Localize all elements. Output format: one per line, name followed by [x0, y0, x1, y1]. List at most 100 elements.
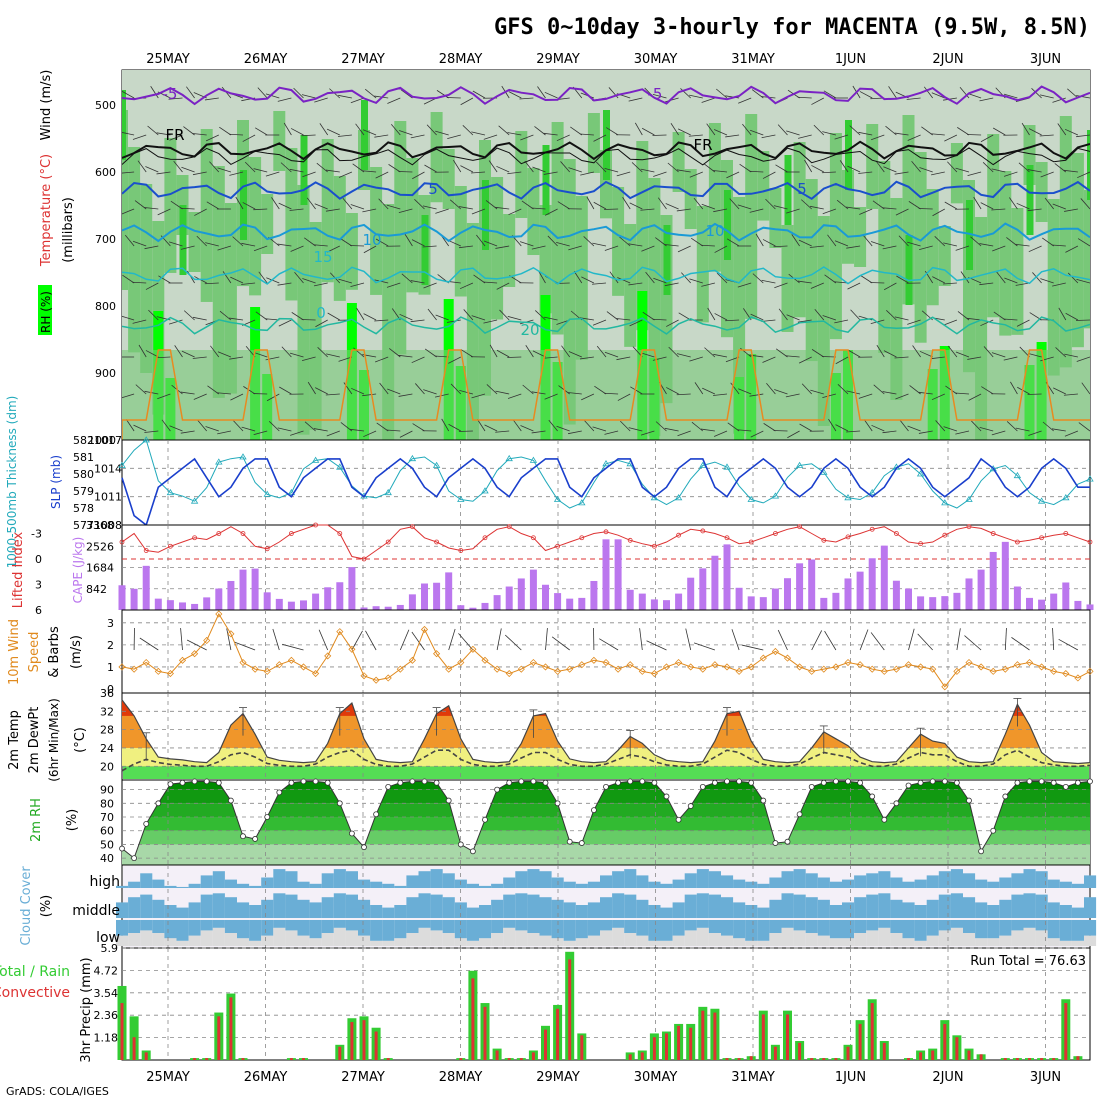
cape-bar	[482, 603, 489, 610]
rh-point	[446, 798, 451, 803]
cloud-bar-middle	[903, 902, 915, 918]
cape-bar	[820, 598, 827, 610]
cloud-bar-high	[709, 871, 721, 888]
cloud-bar-low	[782, 928, 794, 946]
cloud-bar-high	[394, 886, 406, 888]
rh-point	[833, 779, 838, 784]
cloud-bar-low	[540, 936, 552, 946]
rh-strong-streak	[543, 145, 550, 215]
cloud-bar-middle	[624, 895, 636, 918]
rh-point	[664, 794, 669, 799]
rh-point	[132, 856, 137, 861]
rh-point	[458, 842, 463, 847]
cloud-low-gap	[431, 920, 443, 930]
cloud-bar-middle	[334, 893, 346, 918]
thickness-tick-label: 580	[73, 468, 94, 481]
wind-tick-label: 1	[107, 661, 114, 674]
rh-mid-column	[576, 196, 588, 360]
top-date-label: 30MAY	[634, 52, 678, 67]
cape-bar	[336, 582, 343, 610]
rh-point	[870, 794, 875, 799]
rh-mid-column	[552, 122, 564, 335]
rh-point	[591, 808, 596, 813]
cloud-bar-high	[661, 884, 673, 888]
rh-point	[204, 779, 209, 784]
cloud-bar-middle	[612, 893, 624, 918]
cloud-low-gap	[273, 920, 285, 928]
cloud-bar-middle	[152, 900, 164, 918]
cape-bar	[1002, 542, 1009, 610]
cloud-bar-high	[273, 869, 285, 888]
cloud-bar-low	[890, 933, 902, 946]
cloud-bar-high	[782, 871, 794, 888]
cape-bar	[348, 567, 355, 610]
rh-point	[1075, 780, 1080, 785]
cloud-bar-high	[1048, 880, 1060, 888]
rh-mid-column	[455, 186, 467, 296]
cape-bar	[155, 599, 162, 610]
cape-bar	[990, 552, 997, 610]
rh-point	[398, 780, 403, 785]
cloud-bar-low	[1011, 930, 1023, 946]
cloud-bar-middle	[564, 902, 576, 918]
precip-convective-bar	[471, 978, 474, 1060]
rh-point	[277, 790, 282, 795]
cloud-bar-middle	[769, 900, 781, 918]
cloud-bar-low	[285, 930, 297, 946]
cloud-bar-high	[612, 871, 624, 888]
cloud-bar-high	[903, 882, 915, 888]
top-date-label: 25MAY	[146, 52, 190, 67]
precip-convective-bar	[968, 1051, 971, 1060]
cloud-bar-high	[213, 871, 225, 888]
cloud-bar-middle	[431, 895, 443, 918]
rh-point	[519, 779, 524, 784]
cloud-low-gap	[237, 920, 249, 938]
rh-mid-column	[1048, 199, 1060, 376]
cape-bar	[1062, 582, 1069, 610]
pressure-tick-label: 500	[95, 99, 116, 112]
cloud-bar-high	[201, 875, 213, 888]
rh-point	[1003, 794, 1008, 799]
cloud-low-gap	[624, 920, 636, 933]
cloud-bar-middle	[709, 895, 721, 918]
rh-band	[122, 844, 1090, 865]
cape-bar	[639, 594, 646, 610]
cape-bar	[397, 605, 404, 610]
cloud-bar-middle	[261, 900, 273, 918]
cloud-bar-middle	[467, 908, 479, 918]
precip-convective-bar	[520, 1058, 523, 1060]
cape-bar	[845, 578, 852, 610]
precip-convective-bar	[726, 1058, 729, 1060]
rh-point	[688, 804, 693, 809]
precip-convective-bar	[387, 1058, 390, 1060]
cloud-low-gap	[1060, 920, 1072, 941]
rh-point	[785, 839, 790, 844]
cloud-low-gap	[164, 920, 176, 938]
bottom-date-label: 26MAY	[244, 1070, 288, 1085]
rh-point	[797, 812, 802, 817]
cloud-bar-high	[794, 869, 806, 888]
cloud-bar-low	[419, 928, 431, 946]
rh-mid-column	[346, 213, 358, 290]
precip-convective-bar	[822, 1058, 825, 1060]
rh-point	[168, 782, 173, 787]
precip-convective-bar	[133, 1037, 136, 1060]
thickness-tick-label: 578	[73, 502, 94, 515]
cloud-bar-low	[648, 941, 660, 946]
cloud-bar-middle	[636, 900, 648, 918]
rh-point	[216, 780, 221, 785]
cloud-bar-low	[685, 930, 697, 946]
contour-label: 15	[313, 248, 332, 266]
rh-point	[543, 780, 548, 785]
slp-panel-frame	[122, 440, 1090, 525]
ylabel-cape: CAPE (J/kg)	[71, 537, 85, 604]
rh-point	[470, 849, 475, 854]
rh-point	[858, 780, 863, 785]
cloud-low-gap	[1024, 920, 1036, 928]
cloud-bar-middle	[346, 895, 358, 918]
cape-bar	[1087, 604, 1094, 610]
cloud-bar-low	[951, 928, 963, 946]
